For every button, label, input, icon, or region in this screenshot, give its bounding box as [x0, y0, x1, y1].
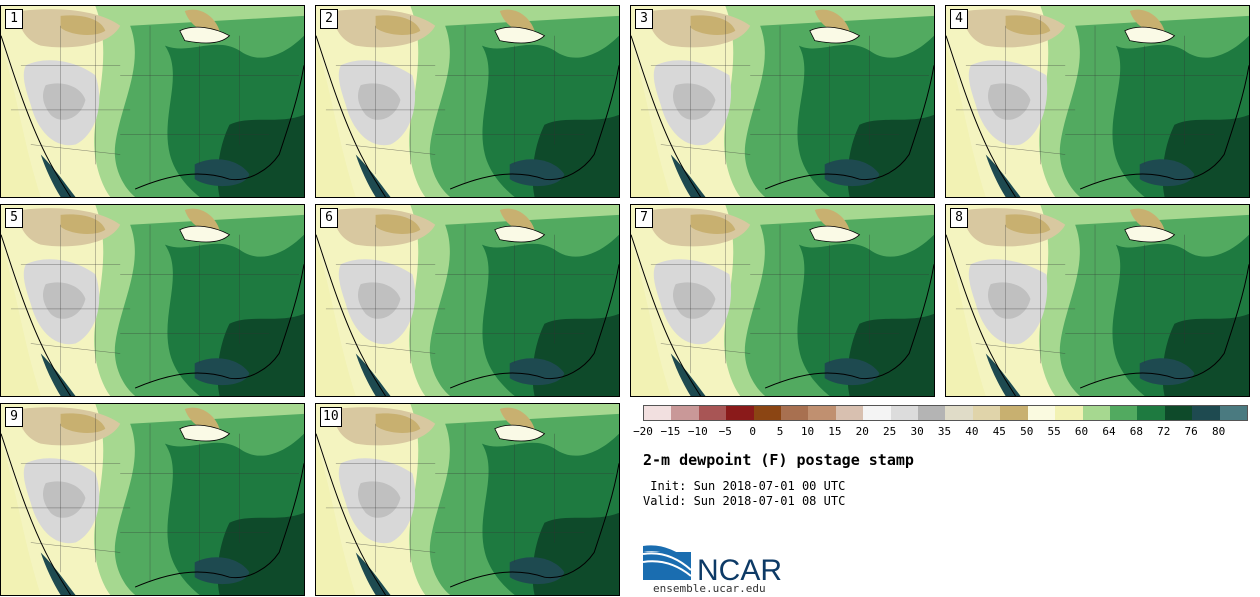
valid-time-text: Valid: Sun 2018-07-01 08 UTC — [643, 494, 846, 508]
member-number-label: 5 — [5, 208, 23, 228]
state-border-line — [30, 542, 121, 553]
member-number-label: 2 — [320, 9, 338, 29]
colorbar-tick-label: 0 — [749, 425, 756, 438]
colorbar-tick-label: 60 — [1074, 425, 1089, 438]
colorbar-swatch — [945, 406, 973, 420]
product-title: 2-m dewpoint (F) postage stamp — [643, 451, 914, 469]
dewpoint-field-map — [316, 205, 619, 396]
dewpoint-field-map — [946, 6, 1249, 197]
ensemble-member-map: 3 — [630, 5, 935, 198]
state-border-line — [345, 144, 436, 155]
colorbar-tick-label: 25 — [883, 425, 897, 438]
ensemble-member-map: 6 — [315, 204, 620, 397]
state-border-line — [30, 343, 121, 354]
ensemble-member-map: 10 — [315, 403, 620, 596]
colorbar-tick-label: 68 — [1129, 425, 1143, 438]
member-number-label: 10 — [320, 407, 342, 427]
colorbar-tick-label: 35 — [937, 425, 952, 438]
state-border-line — [975, 343, 1066, 354]
dewpoint-field-map — [1, 205, 304, 396]
colorbar-tick-label: 76 — [1184, 425, 1198, 438]
member-number-label: 7 — [635, 208, 653, 228]
colorbar-swatch — [918, 406, 946, 420]
colorbar-swatch — [890, 406, 919, 420]
ensemble-member-map: 7 — [630, 204, 935, 397]
member-number-label: 9 — [5, 407, 23, 427]
colorbar — [643, 405, 1248, 421]
colorbar-swatch — [1219, 406, 1247, 420]
colorbar-tick-label: −10 — [687, 425, 708, 438]
state-border-line — [660, 144, 751, 155]
colorbar-tick-label: 15 — [828, 425, 842, 438]
colorbar-swatch — [1000, 406, 1028, 420]
state-border-line — [30, 144, 121, 155]
ensemble-member-map: 9 — [0, 403, 305, 596]
colorbar-tick-label: 40 — [965, 425, 979, 438]
ncar-logo-icon: NCAR — [642, 545, 782, 587]
member-number-label: 8 — [950, 208, 968, 228]
ensemble-member-map: 2 — [315, 5, 620, 198]
colorbar-swatch — [835, 406, 864, 420]
colorbar-swatch — [644, 406, 672, 420]
colorbar-swatch — [781, 406, 809, 420]
member-number-label: 3 — [635, 9, 653, 29]
ensemble-member-map: 4 — [945, 5, 1250, 198]
member-number-label: 1 — [5, 9, 23, 29]
colorbar-swatch — [753, 406, 782, 420]
state-border-line — [345, 343, 436, 354]
colorbar-tick-label: 80 — [1211, 425, 1226, 438]
dewpoint-field-map — [946, 205, 1249, 396]
ensemble-member-map: 8 — [945, 204, 1250, 397]
colorbar-legend: −20 −15 −10 −5 0 5 10 15 20 25 30 35 40 45 50 55 60 64 68 7… — [633, 405, 1248, 441]
colorbar-tick-label: 10 — [800, 425, 815, 438]
ensemble-member-map: 5 — [0, 204, 305, 397]
dewpoint-field-map — [316, 404, 619, 595]
member-number-label: 4 — [950, 9, 968, 29]
site-url-text: ensemble.ucar.edu — [653, 582, 766, 595]
colorbar-tick-label: 50 — [1020, 425, 1034, 438]
colorbar-swatch — [1164, 406, 1193, 420]
state-border-line — [345, 542, 436, 553]
colorbar-tick-label: 55 — [1047, 425, 1061, 438]
dewpoint-field-map — [316, 6, 619, 197]
colorbar-swatch — [1109, 406, 1138, 420]
colorbar-swatch — [698, 406, 727, 420]
colorbar-tick-label: −20 — [633, 425, 653, 438]
member-number-label: 6 — [320, 208, 338, 228]
colorbar-swatch — [1082, 406, 1110, 420]
colorbar-tick-label: 30 — [910, 425, 924, 438]
logo-wordmark: NCAR — [697, 554, 782, 585]
dewpoint-field-map — [1, 404, 304, 595]
colorbar-swatch — [726, 406, 754, 420]
colorbar-swatch — [1137, 406, 1165, 420]
colorbar-swatch — [671, 406, 699, 420]
colorbar-swatch — [972, 406, 1001, 420]
colorbar-tick-labels: −20 −15 −10 −5 0 5 10 15 20 25 30 35 40 45 50 55 60 64 68 7… — [633, 425, 1246, 441]
colorbar-swatch — [1192, 406, 1220, 420]
init-time-text: Init: Sun 2018-07-01 00 UTC — [643, 479, 846, 493]
colorbar-tick-label: 20 — [855, 425, 869, 438]
colorbar-tick-label: −15 — [660, 425, 681, 438]
colorbar-swatch — [1027, 406, 1056, 420]
state-border-line — [975, 144, 1066, 155]
ncar-logo[interactable]: NCAR — [642, 540, 793, 587]
colorbar-tick-label: −5 — [718, 425, 732, 438]
colorbar-tick-label: 5 — [776, 425, 784, 438]
dewpoint-field-map — [631, 205, 934, 396]
colorbar-tick-label: 64 — [1102, 425, 1116, 438]
colorbar-swatch — [1055, 406, 1083, 420]
dewpoint-field-map — [1, 6, 304, 197]
colorbar-swatch — [808, 406, 836, 420]
colorbar-tick-label: 72 — [1157, 425, 1171, 438]
dewpoint-field-map — [631, 6, 934, 197]
colorbar-swatch — [863, 406, 891, 420]
colorbar-tick-label: 45 — [992, 425, 1006, 438]
ensemble-member-map: 1 — [0, 5, 305, 198]
state-border-line — [660, 343, 751, 354]
